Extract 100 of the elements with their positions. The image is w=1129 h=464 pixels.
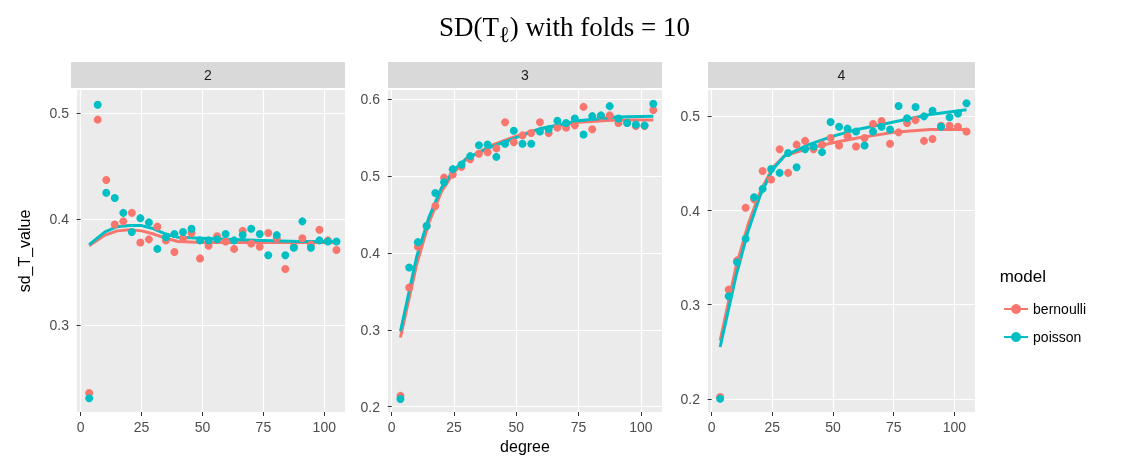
point xyxy=(119,217,128,226)
point xyxy=(170,230,179,239)
point xyxy=(605,111,614,120)
point xyxy=(315,236,324,245)
point xyxy=(826,134,835,143)
point xyxy=(843,124,852,133)
point xyxy=(483,140,492,149)
point xyxy=(553,123,562,132)
point xyxy=(784,168,793,177)
point xyxy=(332,237,341,246)
y-tick-label: 0.4 xyxy=(49,211,70,228)
point xyxy=(102,176,111,185)
point xyxy=(894,102,903,110)
x-tick-label: 100 xyxy=(312,419,337,435)
point xyxy=(255,230,264,239)
point xyxy=(869,119,878,128)
x-axis-title: degree xyxy=(500,438,551,456)
point xyxy=(954,109,963,118)
point xyxy=(509,138,518,147)
point xyxy=(741,203,750,212)
point xyxy=(221,237,230,246)
point xyxy=(860,141,869,150)
point xyxy=(894,128,903,137)
point xyxy=(775,145,784,154)
point xyxy=(535,127,544,136)
point xyxy=(579,102,588,111)
point xyxy=(818,148,827,157)
x-tick-label: 0 xyxy=(707,419,716,435)
point xyxy=(102,188,111,197)
point xyxy=(238,231,247,240)
y-tick-label: 0.2 xyxy=(680,390,701,407)
point xyxy=(127,227,136,236)
point xyxy=(877,122,886,131)
x-tick-label: 75 xyxy=(255,419,272,435)
point xyxy=(332,245,341,254)
point xyxy=(801,136,810,145)
point xyxy=(247,224,256,233)
point xyxy=(553,116,562,125)
point xyxy=(614,114,623,123)
chart-subtitle: 4 xyxy=(708,62,975,88)
point xyxy=(928,106,937,115)
point xyxy=(474,149,483,158)
point xyxy=(767,165,776,174)
point xyxy=(230,244,239,253)
y-tick-label: 0.4 xyxy=(360,244,381,261)
point xyxy=(579,130,588,139)
x-tick-label: 100 xyxy=(629,419,653,435)
point xyxy=(221,230,230,239)
point xyxy=(945,113,954,122)
point xyxy=(562,119,571,128)
point xyxy=(527,129,536,138)
point xyxy=(801,145,810,154)
legend-title: model xyxy=(999,267,1047,286)
point xyxy=(886,139,895,148)
point xyxy=(298,217,307,226)
point xyxy=(136,238,145,247)
point xyxy=(119,208,128,217)
point xyxy=(431,188,440,197)
point xyxy=(758,184,767,193)
point xyxy=(431,202,440,211)
point xyxy=(570,114,579,123)
point xyxy=(187,224,196,233)
x-tick-label: 25 xyxy=(446,419,463,435)
point xyxy=(196,236,205,245)
point xyxy=(178,227,187,236)
point xyxy=(792,163,801,172)
point xyxy=(474,141,483,150)
chart-subtitle: 3 xyxy=(388,62,662,88)
point xyxy=(230,236,239,245)
point xyxy=(869,127,878,136)
point xyxy=(93,115,102,124)
point xyxy=(110,220,119,229)
x-tick-label: 50 xyxy=(508,419,525,435)
point xyxy=(448,165,457,174)
legend-label: poisson xyxy=(1033,329,1082,345)
point xyxy=(518,131,527,140)
point xyxy=(792,140,801,149)
point xyxy=(281,251,290,260)
x-tick-label: 75 xyxy=(570,419,587,435)
y-tick-label: 0.3 xyxy=(49,317,70,334)
point xyxy=(962,99,971,108)
point xyxy=(298,234,307,243)
point xyxy=(826,118,835,127)
x-tick-label: 50 xyxy=(825,419,841,435)
point xyxy=(501,139,510,148)
x-tick-label: 0 xyxy=(76,419,85,435)
point xyxy=(85,394,94,403)
point xyxy=(588,112,597,121)
point xyxy=(281,265,290,273)
point xyxy=(264,229,273,237)
point xyxy=(405,263,414,272)
point xyxy=(818,140,827,149)
point xyxy=(758,166,767,175)
point xyxy=(144,235,153,244)
point xyxy=(649,99,658,108)
y-tick-label: 0.5 xyxy=(680,108,701,125)
point xyxy=(93,100,102,109)
point xyxy=(196,254,205,263)
point xyxy=(110,194,119,203)
point xyxy=(440,178,449,187)
